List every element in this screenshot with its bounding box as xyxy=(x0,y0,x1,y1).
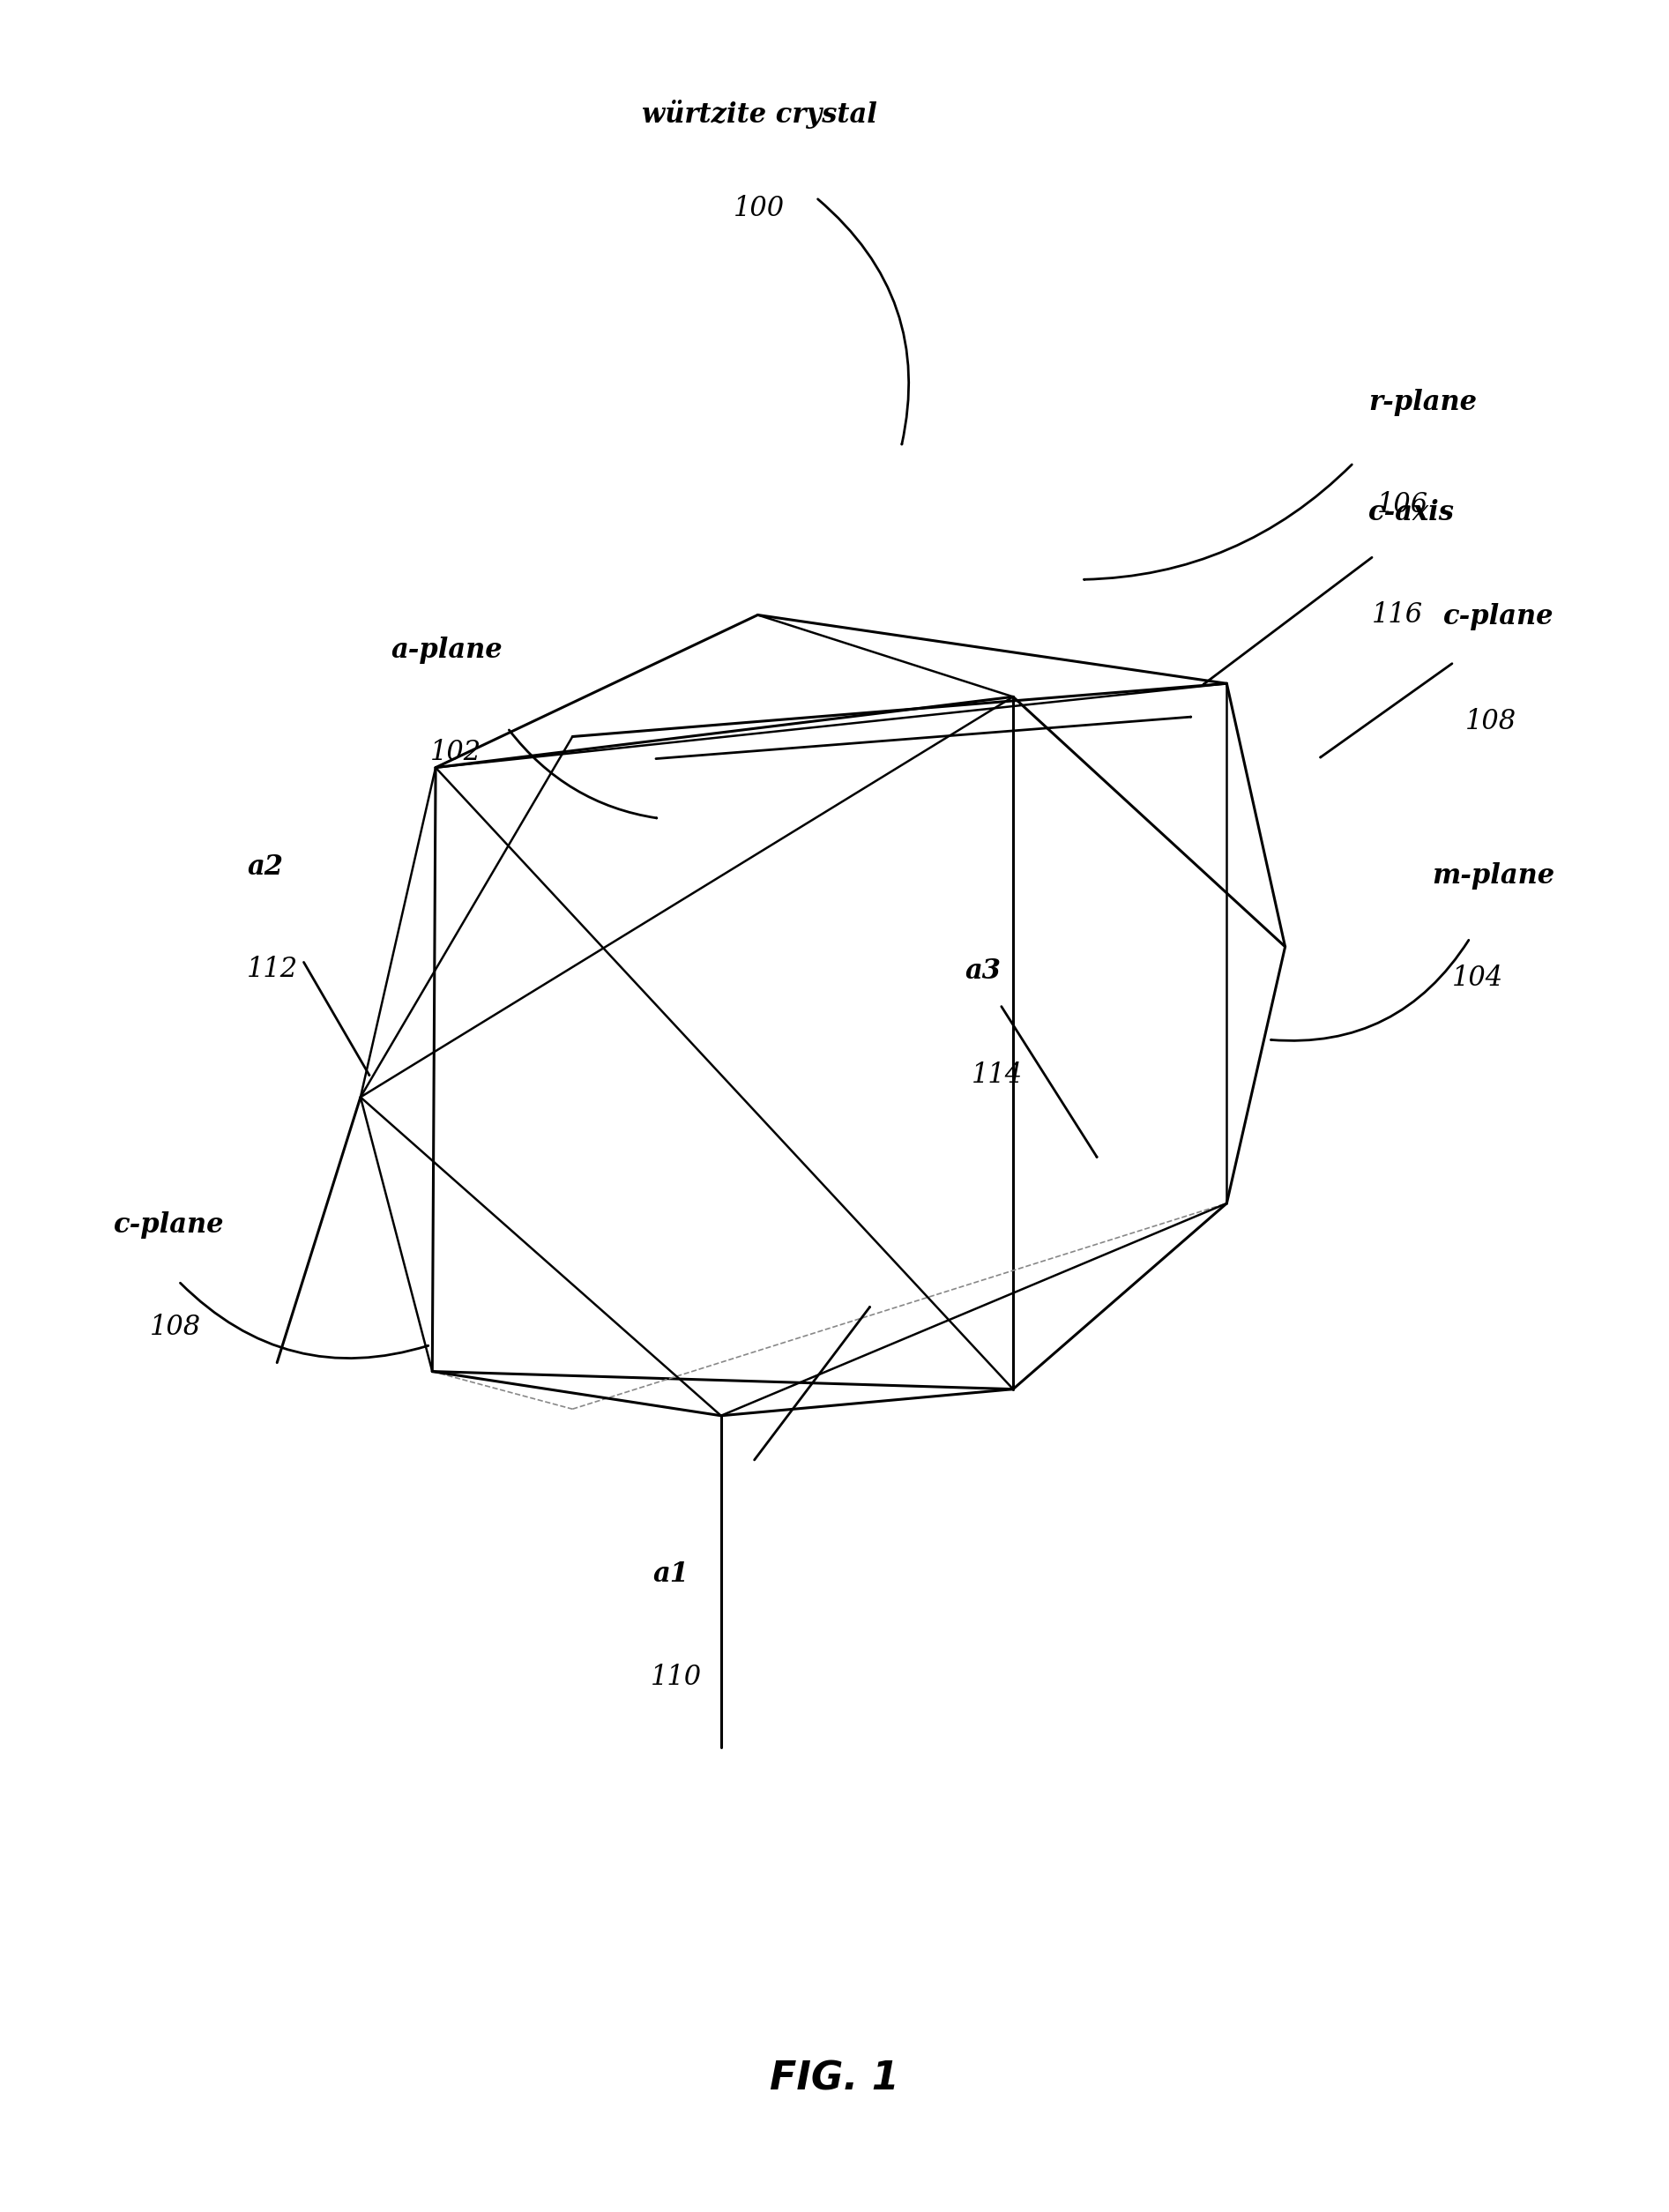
Text: 106: 106 xyxy=(1377,491,1429,518)
Text: 108: 108 xyxy=(150,1314,202,1340)
Text: würtzite crystal: würtzite crystal xyxy=(643,100,876,128)
Text: a-plane: a-plane xyxy=(392,637,502,664)
Text: 108: 108 xyxy=(1465,708,1517,734)
Text: 112: 112 xyxy=(247,956,299,982)
Text: 116: 116 xyxy=(1372,602,1424,628)
Text: c-plane: c-plane xyxy=(113,1212,224,1239)
Text: m-plane: m-plane xyxy=(1432,863,1554,889)
Text: 102: 102 xyxy=(431,739,481,765)
Text: a2: a2 xyxy=(247,854,284,880)
Text: c-plane: c-plane xyxy=(1444,604,1554,630)
Text: c-axis: c-axis xyxy=(1369,500,1455,526)
Text: 104: 104 xyxy=(1452,964,1504,991)
Text: 114: 114 xyxy=(971,1062,1023,1088)
Text: 100: 100 xyxy=(734,195,784,221)
Text: a1: a1 xyxy=(653,1562,689,1588)
Text: 110: 110 xyxy=(651,1663,701,1690)
Text: FIG. 1: FIG. 1 xyxy=(769,2059,900,2099)
Text: r-plane: r-plane xyxy=(1369,389,1477,416)
Text: a3: a3 xyxy=(965,958,1001,984)
